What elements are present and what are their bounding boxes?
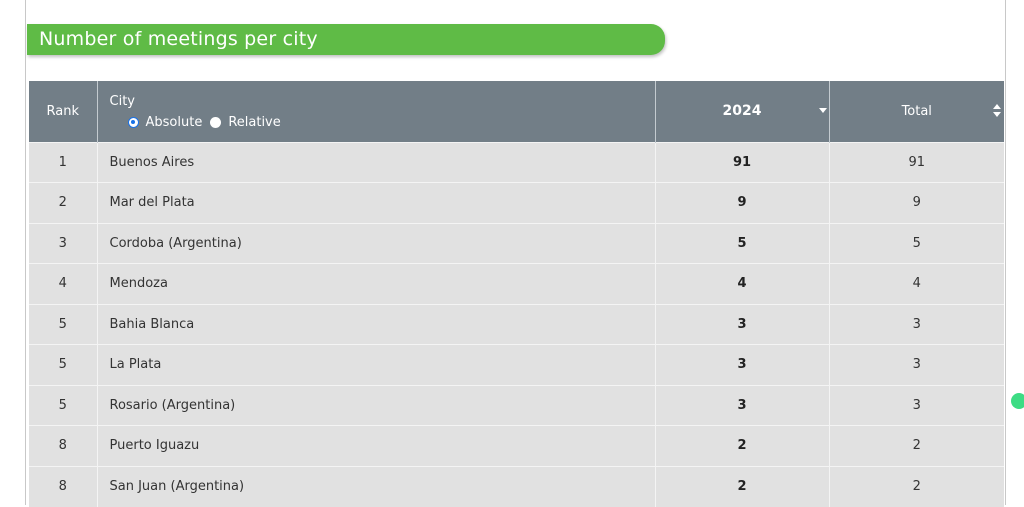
city-header: City Absolute Relative (97, 81, 656, 142)
city-cell: Mar del Plata (97, 182, 656, 223)
page-title: Number of meetings per city (27, 24, 665, 55)
year-value-cell: 9 (655, 182, 830, 223)
table-row: 3 Cordoba (Argentina) 5 5 (29, 222, 1004, 264)
year-value-cell: 3 (655, 384, 830, 426)
year-column-header[interactable]: 2024 (655, 81, 830, 142)
rank-header: Rank (29, 81, 98, 142)
floating-action-dot[interactable] (1011, 393, 1024, 409)
total-value-cell: 4 (829, 263, 1004, 304)
rank-cell: 4 (29, 263, 98, 304)
total-value-cell: 3 (829, 344, 1004, 385)
year-header-label: 2024 (722, 103, 762, 120)
total-header-label: Total (901, 103, 932, 119)
total-value-cell: 5 (829, 222, 1004, 264)
relative-radio-label[interactable]: Relative (228, 115, 281, 130)
absolute-relative-toggle: Absolute Relative (127, 115, 289, 130)
city-cell: Puerto Iguazu (97, 425, 656, 466)
city-cell: Cordoba (Argentina) (97, 222, 656, 264)
table-row: 5 La Plata 3 3 (29, 344, 1004, 385)
total-column-header[interactable]: Total (829, 81, 1004, 142)
rank-cell: 5 (29, 303, 98, 345)
year-value-cell: 2 (655, 425, 830, 466)
city-cell: Buenos Aires (97, 141, 656, 183)
city-cell: Rosario (Argentina) (97, 384, 656, 426)
table-row: 1 Buenos Aires 91 91 (29, 141, 1004, 183)
year-value-cell: 91 (655, 141, 830, 183)
rank-cell: 8 (29, 465, 98, 507)
city-cell: Bahia Blanca (97, 303, 656, 345)
rank-cell: 1 (29, 141, 98, 183)
city-header-label: City (109, 94, 135, 109)
total-value-cell: 91 (829, 141, 1004, 183)
city-cell: Mendoza (97, 263, 656, 304)
rank-cell: 8 (29, 425, 98, 466)
sort-icon[interactable] (993, 104, 1001, 118)
rank-cell: 5 (29, 344, 98, 385)
total-value-cell: 2 (829, 465, 1004, 507)
table-header-row: Rank City Absolute Relative 2024 Total (29, 81, 1004, 142)
table-row: 5 Rosario (Argentina) 3 3 (29, 384, 1004, 426)
year-value-cell: 3 (655, 344, 830, 385)
city-cell: San Juan (Argentina) (97, 465, 656, 507)
sort-descending-icon[interactable] (818, 108, 827, 113)
rank-cell: 3 (29, 222, 98, 264)
year-value-cell: 5 (655, 222, 830, 264)
absolute-radio-label[interactable]: Absolute (145, 115, 203, 130)
city-cell: La Plata (97, 344, 656, 385)
table-row: 5 Bahia Blanca 3 3 (29, 303, 1004, 345)
absolute-radio[interactable] (127, 117, 139, 128)
total-value-cell: 3 (829, 303, 1004, 345)
total-value-cell: 2 (829, 425, 1004, 466)
rank-cell: 2 (29, 182, 98, 223)
ranking-table: Rank City Absolute Relative 2024 Total 1… (29, 81, 1004, 507)
total-value-cell: 3 (829, 384, 1004, 426)
table-row: 8 San Juan (Argentina) 2 2 (29, 465, 1004, 507)
year-value-cell: 4 (655, 263, 830, 304)
year-value-cell: 3 (655, 303, 830, 345)
table-row: 2 Mar del Plata 9 9 (29, 182, 1004, 223)
table-row: 4 Mendoza 4 4 (29, 263, 1004, 304)
total-value-cell: 9 (829, 182, 1004, 223)
rank-cell: 5 (29, 384, 98, 426)
table-row: 8 Puerto Iguazu 2 2 (29, 425, 1004, 466)
relative-radio[interactable] (210, 117, 222, 128)
year-value-cell: 2 (655, 465, 830, 507)
